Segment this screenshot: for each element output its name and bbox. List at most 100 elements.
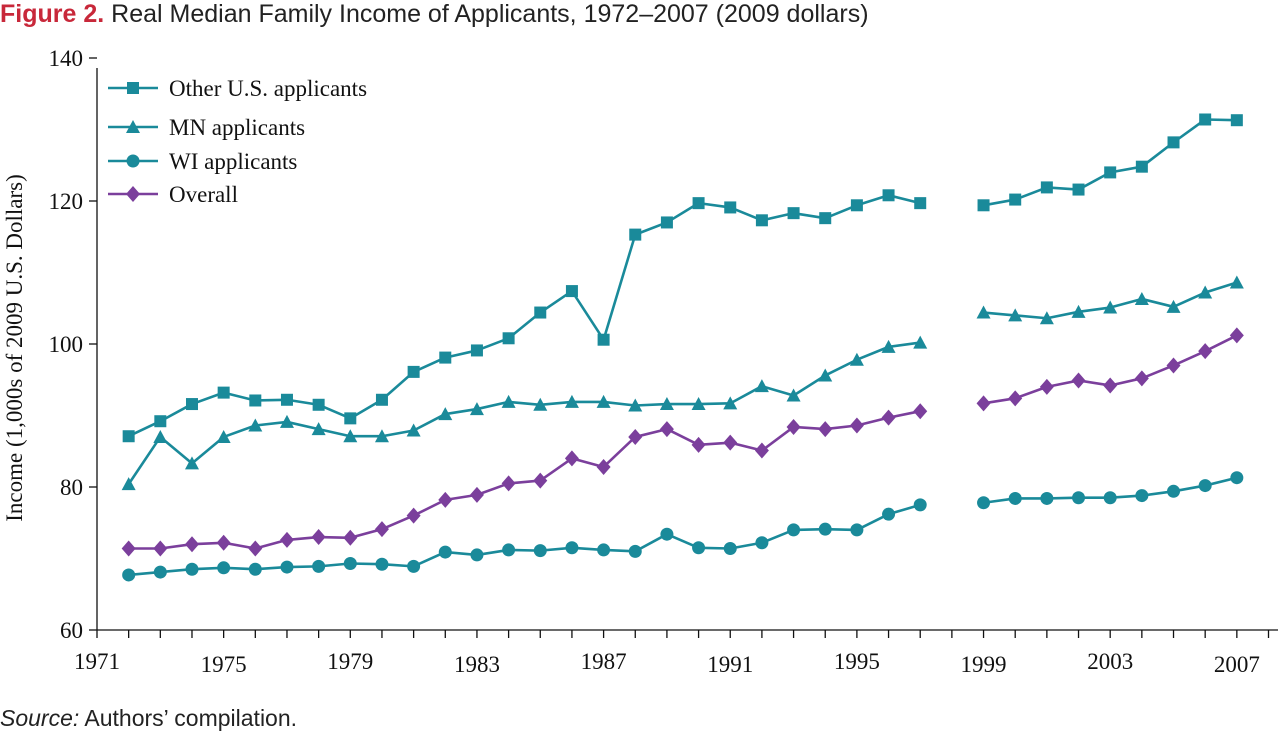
data-point-mn-applicants bbox=[881, 339, 896, 353]
data-point-wi-applicants bbox=[343, 557, 357, 571]
data-point-wi-applicants bbox=[502, 543, 516, 557]
data-point-mn-applicants bbox=[849, 352, 864, 366]
data-point-mn-applicants bbox=[976, 305, 991, 319]
data-point-mn-applicants bbox=[1039, 311, 1054, 325]
data-point-mn-applicants bbox=[564, 394, 579, 408]
data-point-overall bbox=[564, 450, 579, 467]
data-point-mn-applicants bbox=[1198, 285, 1213, 299]
data-point-mn-applicants bbox=[184, 456, 199, 470]
data-point-wi-applicants bbox=[312, 559, 326, 573]
x-tick-label: 1987 bbox=[581, 649, 627, 674]
y-tick-label: 140 bbox=[49, 46, 84, 71]
data-point-wi-applicants bbox=[1040, 491, 1054, 505]
data-point-other-u-s-applicants bbox=[344, 412, 357, 425]
data-point-mn-applicants bbox=[279, 414, 294, 428]
legend-label-wi-applicants: WI applicants bbox=[169, 149, 297, 174]
data-point-other-u-s-applicants bbox=[1104, 166, 1117, 179]
data-point-mn-applicants bbox=[1134, 291, 1149, 305]
data-point-wi-applicants bbox=[1167, 484, 1181, 498]
data-point-mn-applicants bbox=[1071, 304, 1086, 318]
data-point-other-u-s-applicants bbox=[565, 285, 578, 298]
data-point-mn-applicants bbox=[121, 477, 136, 491]
data-point-wi-applicants bbox=[597, 543, 611, 557]
data-point-overall bbox=[754, 442, 769, 459]
series-line-mn-applicants bbox=[127, 341, 921, 485]
data-point-overall bbox=[976, 395, 991, 412]
x-tick-label: 1983 bbox=[454, 652, 500, 677]
data-point-overall bbox=[1198, 343, 1213, 360]
data-point-wi-applicants bbox=[1198, 479, 1212, 493]
data-point-other-u-s-applicants bbox=[1230, 114, 1243, 127]
source-text: Authors’ compilation. bbox=[84, 705, 298, 731]
data-point-wi-applicants bbox=[1230, 471, 1244, 485]
data-point-mn-applicants bbox=[406, 423, 421, 437]
data-point-wi-applicants bbox=[913, 498, 927, 512]
x-tick-label: 1995 bbox=[834, 649, 880, 674]
data-point-other-u-s-applicants bbox=[534, 306, 547, 319]
data-point-mn-applicants bbox=[691, 397, 706, 411]
data-point-overall bbox=[216, 534, 231, 551]
data-point-other-u-s-applicants bbox=[1199, 113, 1212, 126]
data-point-other-u-s-applicants bbox=[1072, 183, 1085, 196]
x-tick-label: 1999 bbox=[961, 652, 1007, 677]
data-point-other-u-s-applicants bbox=[375, 393, 388, 406]
data-point-other-u-s-applicants bbox=[914, 197, 927, 210]
data-point-mn-applicants bbox=[469, 402, 484, 416]
data-point-other-u-s-applicants bbox=[724, 201, 737, 214]
data-point-overall bbox=[786, 418, 801, 435]
data-point-overall bbox=[1134, 370, 1149, 387]
legend-label-other-u-s-applicants: Other U.S. applicants bbox=[169, 76, 367, 101]
data-point-wi-applicants bbox=[280, 560, 294, 574]
y-axis-title: Income (1,000s of 2009 U.S. Dollars) bbox=[2, 174, 27, 522]
data-point-wi-applicants bbox=[755, 536, 769, 550]
data-point-wi-applicants bbox=[818, 522, 832, 536]
data-point-wi-applicants bbox=[248, 562, 262, 576]
data-point-wi-applicants bbox=[850, 523, 864, 537]
legend-marker-wi-applicants bbox=[126, 154, 140, 168]
data-point-other-u-s-applicants bbox=[154, 415, 167, 428]
data-point-mn-applicants bbox=[501, 394, 516, 408]
data-point-overall bbox=[691, 436, 706, 453]
data-point-other-u-s-applicants bbox=[882, 189, 895, 202]
data-point-wi-applicants bbox=[692, 541, 706, 555]
data-point-wi-applicants bbox=[787, 523, 801, 537]
data-point-overall bbox=[1071, 372, 1086, 389]
y-tick-label: 60 bbox=[60, 618, 83, 643]
data-point-overall bbox=[1166, 357, 1181, 374]
data-point-overall bbox=[184, 536, 199, 553]
data-point-overall bbox=[881, 409, 896, 426]
data-point-mn-applicants bbox=[659, 397, 674, 411]
y-tick-label: 120 bbox=[49, 189, 84, 214]
data-point-overall bbox=[723, 434, 738, 451]
data-point-other-u-s-applicants bbox=[1040, 181, 1053, 194]
data-point-other-u-s-applicants bbox=[249, 394, 262, 407]
data-point-overall bbox=[438, 491, 453, 508]
data-point-mn-applicants bbox=[786, 388, 801, 402]
data-point-overall bbox=[913, 403, 928, 420]
series-line-other-u-s-applicants bbox=[983, 118, 1237, 207]
data-point-other-u-s-applicants bbox=[312, 398, 325, 411]
data-point-wi-applicants bbox=[882, 507, 896, 521]
data-point-mn-applicants bbox=[628, 398, 643, 412]
data-point-wi-applicants bbox=[1135, 489, 1149, 503]
data-point-overall bbox=[248, 540, 263, 557]
data-point-mn-applicants bbox=[596, 394, 611, 408]
figure-label: Figure 2. bbox=[0, 0, 105, 28]
data-point-wi-applicants bbox=[628, 544, 642, 558]
data-point-wi-applicants bbox=[977, 496, 991, 510]
data-point-other-u-s-applicants bbox=[1009, 193, 1022, 206]
data-point-other-u-s-applicants bbox=[185, 398, 198, 411]
data-point-mn-applicants bbox=[1008, 308, 1023, 322]
data-point-wi-applicants bbox=[438, 545, 452, 559]
legend-marker-mn-applicants bbox=[126, 120, 140, 133]
x-tick-label: 1991 bbox=[707, 652, 753, 677]
data-point-other-u-s-applicants bbox=[692, 197, 705, 210]
data-point-other-u-s-applicants bbox=[1135, 160, 1148, 173]
data-point-mn-applicants bbox=[533, 397, 548, 411]
data-point-overall bbox=[469, 486, 484, 503]
data-point-mn-applicants bbox=[248, 418, 263, 432]
data-point-mn-applicants bbox=[754, 379, 769, 393]
data-point-other-u-s-applicants bbox=[819, 212, 832, 225]
data-point-overall bbox=[121, 540, 136, 557]
figure-title: Figure 2. Real Median Family Income of A… bbox=[0, 0, 869, 29]
